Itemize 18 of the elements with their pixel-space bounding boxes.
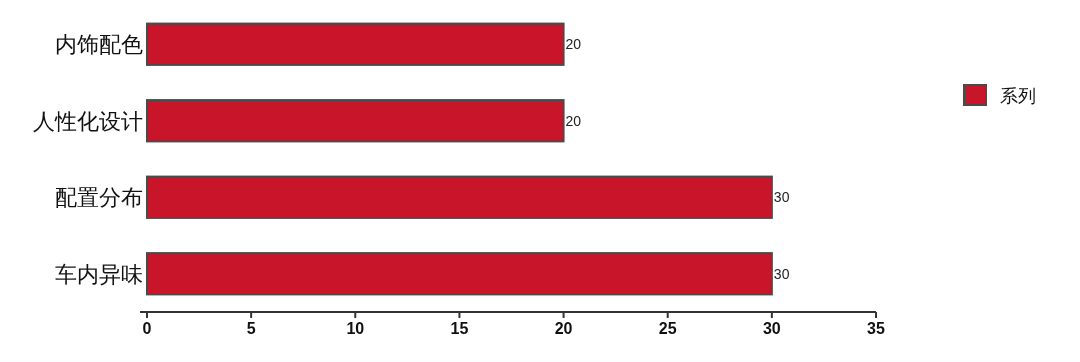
y-tick-label: 人性化设计	[33, 108, 143, 134]
y-tick-label: 车内异味	[55, 261, 143, 287]
data-label: 30	[773, 189, 790, 206]
x-tick-label: 10	[346, 320, 365, 337]
x-tick-label: 20	[554, 320, 573, 337]
x-tick-label: 15	[450, 320, 469, 337]
data-label: 20	[565, 112, 582, 129]
x-tick-label: 25	[658, 320, 677, 337]
x-tick-label: 30	[762, 320, 781, 337]
y-tick-label: 配置分布	[55, 185, 143, 211]
legend: 系列	[963, 84, 1036, 106]
x-tick-label: 5	[246, 320, 256, 337]
legend-label: 系列	[1000, 86, 1036, 106]
data-label: 20	[565, 36, 582, 53]
x-tick-label: 0	[142, 320, 152, 337]
data-label: 30	[773, 265, 790, 282]
y-tick-label: 内饰配色	[55, 32, 143, 58]
x-tick-label: 35	[867, 320, 885, 337]
